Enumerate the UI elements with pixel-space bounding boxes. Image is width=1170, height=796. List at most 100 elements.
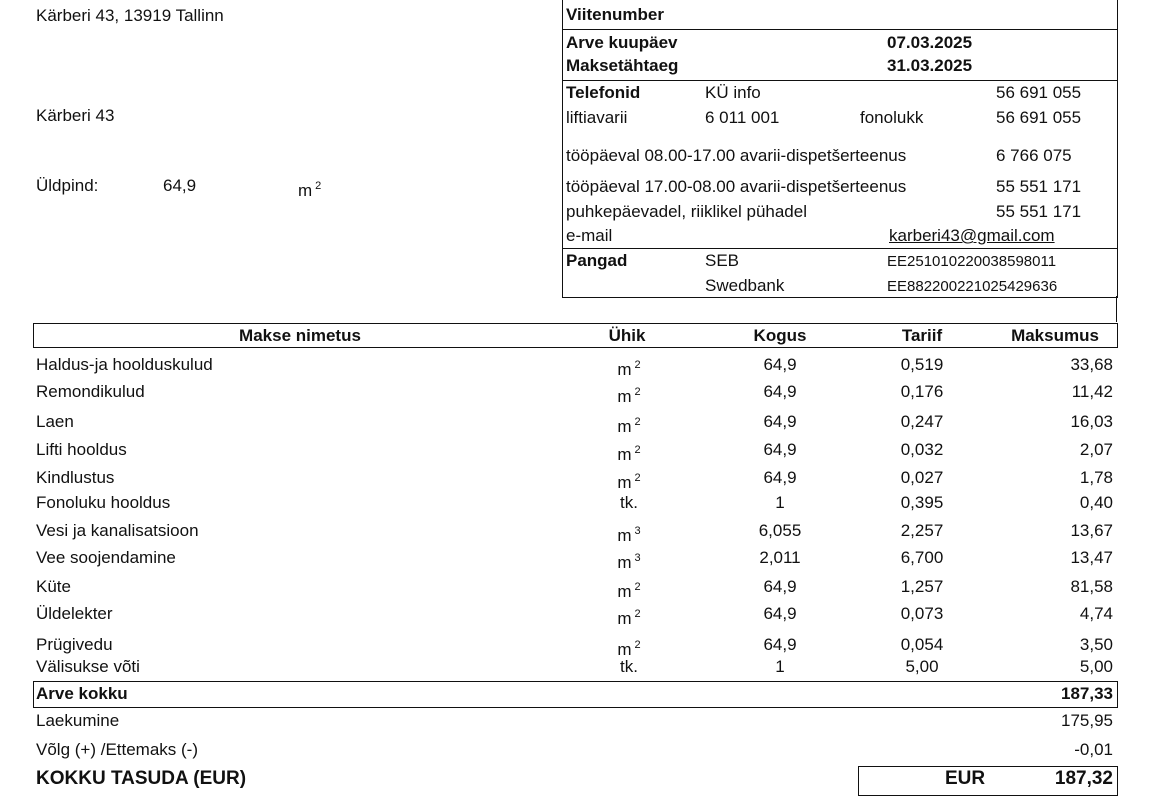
unit-sup: 2 (634, 608, 641, 620)
tariff: 0,519 (900, 355, 944, 374)
phone: 6 766 075 (996, 146, 1072, 165)
quantity: 64,9 (763, 468, 797, 487)
cost: 81,58 (1070, 577, 1113, 596)
email-label: e-mail (566, 226, 613, 245)
unit-sup: 2 (634, 581, 641, 593)
tariff: 0,027 (900, 468, 944, 487)
item-name: Üldelekter (36, 604, 113, 623)
date: 07.03.2025 (887, 33, 973, 52)
tariff: 6,700 (900, 548, 944, 567)
cost: 2,07 (1079, 440, 1113, 459)
phone-label: tööpäeval 08.00-17.00 avarii-dispetšerte… (566, 146, 907, 165)
unit-base: m (617, 609, 632, 628)
iban: EE251010220038598011 (887, 253, 1057, 270)
column-header: Maksumus (1011, 326, 1099, 345)
cost: 13,47 (1070, 548, 1113, 567)
tariff: 0,054 (900, 635, 944, 654)
received-label: Laekumine (36, 711, 120, 730)
area-label: Üldpind: (36, 176, 99, 195)
unit-base: tk. (620, 493, 638, 512)
unit-sup: 3 (634, 525, 641, 537)
phones-label: Telefonid (566, 83, 641, 102)
unit: m (298, 181, 313, 200)
tariff: 0,073 (900, 604, 944, 623)
unit-sup: 2 (634, 639, 641, 651)
unit-base: m (617, 445, 632, 464)
column-header: Tariif (901, 326, 943, 345)
bank-name: SEB (705, 251, 740, 270)
item-name: Remondikulud (36, 382, 145, 401)
unit-base: tk. (620, 657, 638, 676)
table-header-box (33, 323, 1118, 348)
unit-sup: 2 (634, 359, 641, 371)
quantity: 6,055 (758, 521, 802, 540)
quantity: 1 (775, 493, 785, 512)
item-name: Vee soojendamine (36, 548, 176, 567)
column-header: Makse nimetus (239, 326, 361, 345)
quantity: 64,9 (763, 355, 797, 374)
phone-label: KÜ info (705, 83, 761, 102)
date-label: Arve kuupäev (566, 33, 678, 52)
bank-name: Swedbank (705, 276, 785, 295)
total-box (33, 681, 1118, 708)
tariff: 0,247 (900, 412, 944, 431)
unit-sup: 2 (634, 416, 641, 428)
balance: -0,01 (1074, 740, 1113, 759)
item-name: Lifti hooldus (36, 440, 127, 459)
ref-label: Viitenumber (566, 5, 664, 24)
unit-sup: 2 (634, 444, 641, 456)
unit-sup: 2 (634, 386, 641, 398)
building: Kärberi 43 (36, 106, 115, 125)
item-name: Laen (36, 412, 74, 431)
total-label: Arve kokku (36, 684, 128, 703)
phone-label: tööpäeval 17.00-08.00 avarii-dispetšerte… (566, 177, 907, 196)
item-name: Vesi ja kanalisatsioon (36, 521, 199, 540)
email[interactable]: karberi43@gmail.com (889, 226, 1055, 245)
item-name: Haldus-ja hoolduskulud (36, 355, 213, 374)
unit: tk. (620, 657, 638, 677)
cost: 4,74 (1079, 604, 1113, 623)
phone: 56 691 055 (996, 83, 1082, 102)
rule (562, 248, 1118, 249)
currency: EUR (945, 768, 986, 789)
cost: 5,00 (1079, 657, 1113, 676)
due-label: Maksetähtaeg (566, 56, 679, 75)
iban: EE882200221025429636 (887, 278, 1058, 295)
column-header: Kogus (753, 326, 807, 345)
quantity: 64,9 (763, 440, 797, 459)
tariff: 2,257 (900, 521, 944, 540)
item-name: Kindlustus (36, 468, 115, 487)
cost: 0,40 (1079, 493, 1113, 512)
phone: 55 551 171 (996, 177, 1082, 196)
unit-base: m (617, 473, 632, 492)
received: 175,95 (1061, 711, 1113, 730)
tariff: 1,257 (900, 577, 944, 596)
unit-sup: 3 (634, 552, 641, 564)
tariff: 0,032 (900, 440, 944, 459)
tariff: 0,176 (900, 382, 944, 401)
quantity: 64,9 (763, 577, 797, 596)
to-pay-label: KOKKU TASUDA (EUR) (36, 768, 247, 789)
cost: 3,50 (1079, 635, 1113, 654)
area-value: 64,9 (163, 176, 197, 195)
item-name: Prügivedu (36, 635, 113, 654)
unit: tk. (620, 493, 638, 513)
total: 187,33 (1061, 684, 1113, 703)
tariff: 0,395 (900, 493, 944, 512)
cost: 33,68 (1070, 355, 1113, 374)
unit-base: m (617, 360, 632, 379)
item-name: Küte (36, 577, 71, 596)
to-pay: 187,32 (1054, 768, 1113, 789)
quantity: 1 (775, 657, 785, 676)
unit-base: m (617, 640, 632, 659)
phone-label: fonolukk (860, 108, 924, 127)
phone: 56 691 055 (996, 108, 1082, 127)
rule (1116, 296, 1117, 322)
balance-label: Võlg (+) /Ettemaks (-) (36, 740, 199, 759)
quantity: 2,011 (759, 548, 801, 567)
